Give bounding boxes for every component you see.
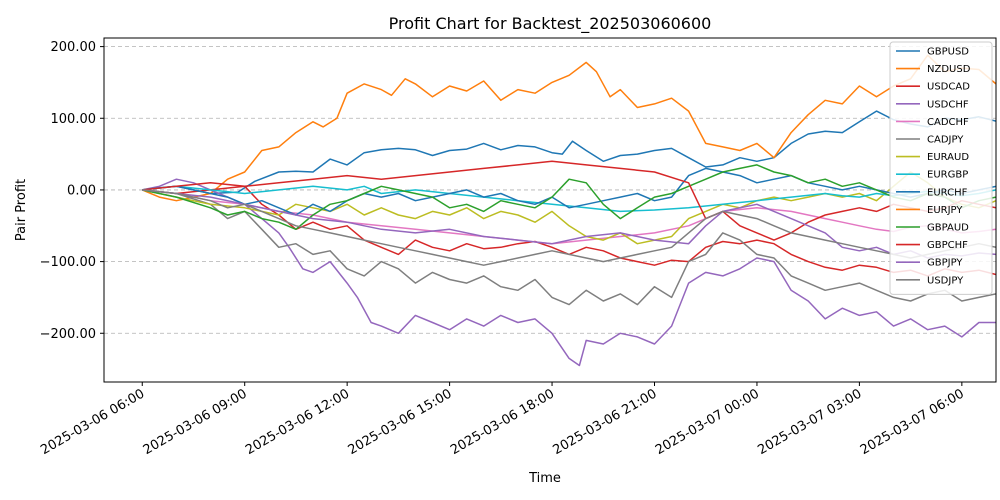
plot-frame	[103, 37, 997, 383]
legend-label-gbpjpy: GBPJPY	[927, 258, 963, 269]
series-line-nzdusd	[141, 54, 996, 202]
legend-label-usdjpy: USDJPY	[927, 275, 964, 286]
series-line-eurchf	[142, 167, 996, 216]
y-tick-label: 100.00	[51, 112, 97, 127]
y-tick-label: 0.00	[67, 183, 96, 198]
y-gridlines	[104, 46, 996, 334]
legend-label-gbpaud: GBPAUD	[927, 223, 969, 234]
y-tick-label: −200.00	[40, 327, 96, 342]
legend-label-usdcad: USDCAD	[927, 82, 970, 93]
legend-box	[889, 41, 993, 295]
series-line-usdchf	[142, 178, 996, 367]
x-axis-label: Time	[528, 471, 561, 486]
chart-legend: GBPUSD NZDUSD USDCAD USDCHF CADCHF CADJPY EURA…	[889, 41, 993, 295]
y-axis: −200.00 −100.00 0.00 100.00 200.00	[40, 40, 104, 342]
series-line-usdcad	[142, 185, 996, 277]
chart-title: Profit Chart for Backtest_202503060600	[389, 14, 712, 34]
legend-label-eurjpy: EURJPY	[927, 205, 963, 216]
series-line-gbpchf	[142, 160, 996, 241]
y-axis-label: Pair Profit	[14, 179, 29, 241]
y-tick-label: 200.00	[51, 40, 97, 55]
legend-label-eurgbp: EURGBP	[927, 170, 968, 181]
series-line-euraud	[142, 171, 996, 245]
legend-label-usdchf: USDCHF	[927, 99, 969, 110]
legend-label-euraud: EURAUD	[927, 152, 969, 163]
series-lines	[141, 54, 996, 367]
legend-label-cadchf: CADCHF	[927, 117, 969, 128]
series-line-eurgbp	[142, 185, 996, 213]
legend-label-cadjpy: CADJPY	[927, 135, 964, 146]
series-line-gbpaud	[142, 164, 996, 231]
series-line-usdjpy	[142, 189, 996, 266]
legend-label-nzdusd: NZDUSD	[927, 64, 971, 75]
series-line-cadjpy	[142, 189, 996, 306]
series-line-gbpusd	[142, 110, 996, 195]
legend-label-eurchf: EURCHF	[927, 187, 968, 198]
legend-label-gbpchf: GBPCHF	[927, 240, 968, 251]
legend-label-gbpusd: GBPUSD	[927, 47, 969, 58]
y-tick-label: −100.00	[40, 255, 96, 270]
